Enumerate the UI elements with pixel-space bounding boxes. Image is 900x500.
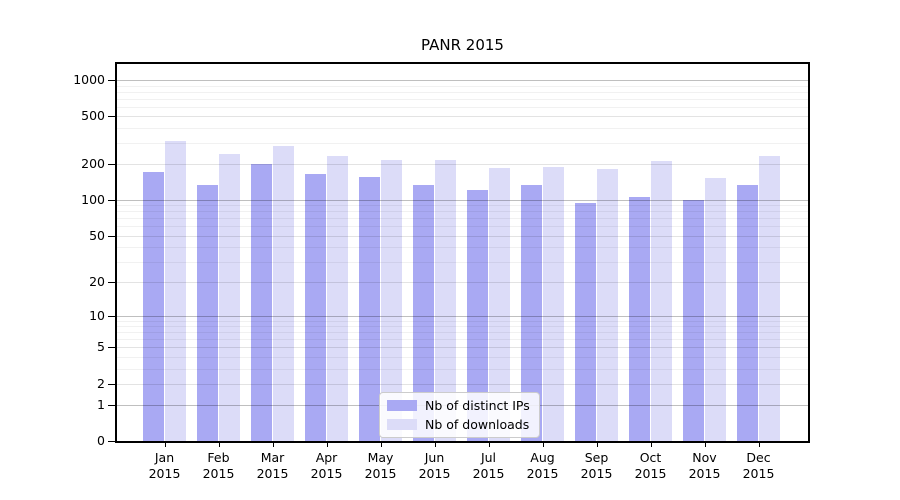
x-tick-mark: [272, 443, 274, 447]
legend: Nb of distinct IPs Nb of downloads: [379, 392, 540, 438]
y-tick-mark: [108, 116, 115, 118]
x-tick-mark: [434, 443, 436, 447]
legend-label-downloads: Nb of downloads: [425, 417, 530, 432]
legend-item-downloads: Nb of downloads: [387, 417, 530, 432]
bar-distinct-ips: [304, 173, 327, 441]
y-tick-mark: [108, 281, 115, 283]
x-tick-mark: [218, 443, 220, 447]
legend-swatch-distinct-ips: [387, 400, 417, 411]
y-tick-label: 50: [89, 227, 105, 243]
legend-swatch-downloads: [387, 419, 417, 430]
bar-distinct-ips: [682, 199, 705, 441]
y-tick-mark: [108, 80, 115, 82]
x-tick-mark: [758, 443, 760, 447]
bar-distinct-ips: [142, 172, 165, 441]
y-tick-mark: [108, 383, 115, 385]
x-tick-label: Feb 2015: [202, 450, 235, 481]
x-tick-mark: [704, 443, 706, 447]
bars-layer: [117, 64, 808, 441]
x-tick-label: Mar 2015: [256, 450, 289, 481]
y-tick-label: 0: [97, 433, 105, 448]
y-tick-label: 1: [97, 396, 105, 412]
x-tick-mark: [380, 443, 382, 447]
y-tick-mark: [108, 199, 115, 201]
y-tick-mark: [108, 347, 115, 349]
y-tick-mark: [108, 315, 115, 317]
bar-downloads: [218, 154, 241, 441]
bar-downloads: [704, 177, 727, 441]
bar-distinct-ips: [412, 185, 435, 441]
y-tick-label: 5: [97, 339, 105, 355]
y-tick-label: 20: [89, 273, 105, 289]
bar-downloads: [434, 159, 457, 441]
y-tick-label: 200: [81, 155, 105, 171]
x-tick-label: Oct 2015: [634, 450, 667, 481]
x-tick-mark: [488, 443, 490, 447]
x-tick-mark: [542, 443, 544, 447]
y-tick-label: 1000: [73, 72, 105, 88]
plot-area: [115, 62, 810, 443]
x-tick-mark: [326, 443, 328, 447]
bar-distinct-ips: [466, 189, 489, 441]
y-tick-label: 10: [89, 307, 105, 323]
y-tick-mark: [108, 235, 115, 237]
chart-title: PANR 2015: [421, 36, 504, 54]
x-tick-label: Nov 2015: [688, 450, 721, 481]
x-tick-label: Dec 2015: [742, 450, 775, 481]
x-tick-label: Sep 2015: [580, 450, 613, 481]
y-tick-mark: [108, 441, 115, 442]
y-tick-mark: [108, 163, 115, 165]
x-tick-mark: [164, 443, 166, 447]
bar-downloads: [488, 167, 511, 441]
x-tick-label: Aug 2015: [526, 450, 559, 481]
bar-distinct-ips: [628, 196, 651, 441]
x-tick-label: May 2015: [364, 450, 397, 481]
x-tick-label: Jan 2015: [148, 450, 181, 481]
bar-downloads: [326, 156, 349, 441]
legend-item-distinct-ips: Nb of distinct IPs: [387, 398, 530, 413]
legend-label-distinct-ips: Nb of distinct IPs: [425, 398, 530, 413]
bar-downloads: [650, 161, 673, 441]
y-tick-label: 500: [81, 108, 105, 124]
bar-downloads: [164, 141, 187, 441]
y-tick-label: 100: [81, 191, 105, 207]
bar-distinct-ips: [250, 163, 273, 441]
bar-downloads: [542, 166, 565, 441]
bar-distinct-ips: [574, 202, 597, 441]
x-tick-mark: [650, 443, 652, 447]
bar-distinct-ips: [736, 184, 759, 441]
bar-distinct-ips: [520, 185, 543, 441]
bar-distinct-ips: [196, 185, 219, 441]
x-tick-label: Apr 2015: [310, 450, 343, 481]
bar-downloads: [596, 169, 619, 441]
y-tick-mark: [108, 404, 115, 406]
x-tick-label: Jul 2015: [472, 450, 505, 481]
bar-distinct-ips: [358, 176, 381, 441]
x-tick-label: Jun 2015: [418, 450, 451, 481]
y-tick-label: 2: [97, 375, 105, 391]
bar-downloads: [758, 155, 781, 441]
x-tick-mark: [596, 443, 598, 447]
bar-downloads: [272, 145, 295, 441]
bar-downloads: [380, 159, 403, 441]
